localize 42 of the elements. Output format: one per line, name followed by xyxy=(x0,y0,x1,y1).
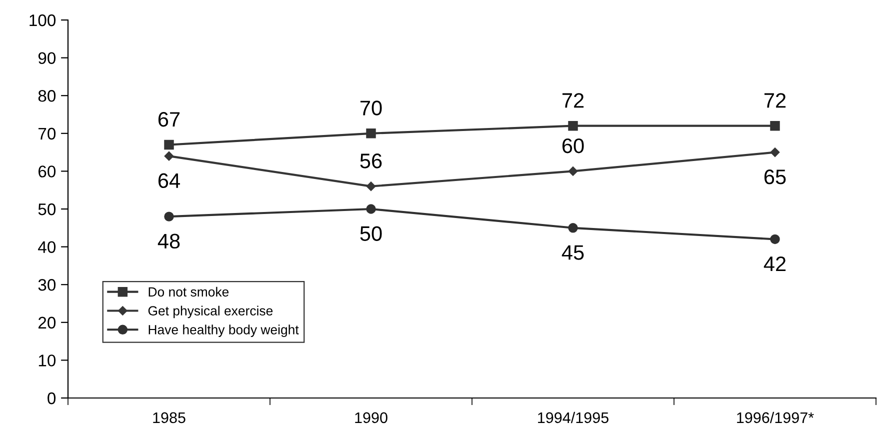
data-label: 72 xyxy=(764,93,786,108)
y-tick-label: 10 xyxy=(38,354,56,366)
data-label: 70 xyxy=(360,100,382,116)
y-tick-label: 30 xyxy=(38,279,56,291)
point xyxy=(770,148,780,157)
data-label: 64 xyxy=(158,173,180,188)
point xyxy=(770,234,780,244)
point xyxy=(568,223,578,233)
y-tick-label: 40 xyxy=(38,241,56,254)
point xyxy=(164,151,174,161)
legend-label: Get physical exercise xyxy=(148,306,273,318)
data-label: 50 xyxy=(360,226,382,241)
y-tick-label: 70 xyxy=(38,128,56,140)
legend-label: Do not smoke xyxy=(148,286,229,297)
data-label: 67 xyxy=(158,112,180,127)
y-tick-label: 50 xyxy=(38,203,56,216)
point xyxy=(164,140,174,150)
y-tick-label: 60 xyxy=(38,166,56,178)
x-tick-label: 1994/1995 xyxy=(538,412,608,424)
legend-label: Have healthy body weight xyxy=(148,324,299,337)
point xyxy=(366,182,376,191)
data-label: 42 xyxy=(764,256,786,272)
x-tick-label: 1985 xyxy=(153,412,186,424)
data-label: 60 xyxy=(562,138,584,154)
y-tick-label: 100 xyxy=(30,14,56,26)
point xyxy=(366,204,376,214)
y-tick-label: 20 xyxy=(38,316,56,329)
data-label: 65 xyxy=(764,170,786,184)
point xyxy=(366,128,376,138)
data-label: 56 xyxy=(360,154,382,168)
y-tick-label: 80 xyxy=(38,90,56,102)
point xyxy=(568,120,578,131)
point xyxy=(770,120,780,131)
x-tick-label: 1996/1997* xyxy=(737,412,814,424)
data-label: 72 xyxy=(562,93,584,108)
x-tick-label: 1990 xyxy=(355,412,388,424)
point xyxy=(568,166,578,176)
data-label: 45 xyxy=(562,245,584,260)
data-label: 48 xyxy=(158,234,180,249)
y-tick-label: 0 xyxy=(48,392,56,404)
y-tick-label: 90 xyxy=(38,52,56,64)
point xyxy=(164,212,174,222)
